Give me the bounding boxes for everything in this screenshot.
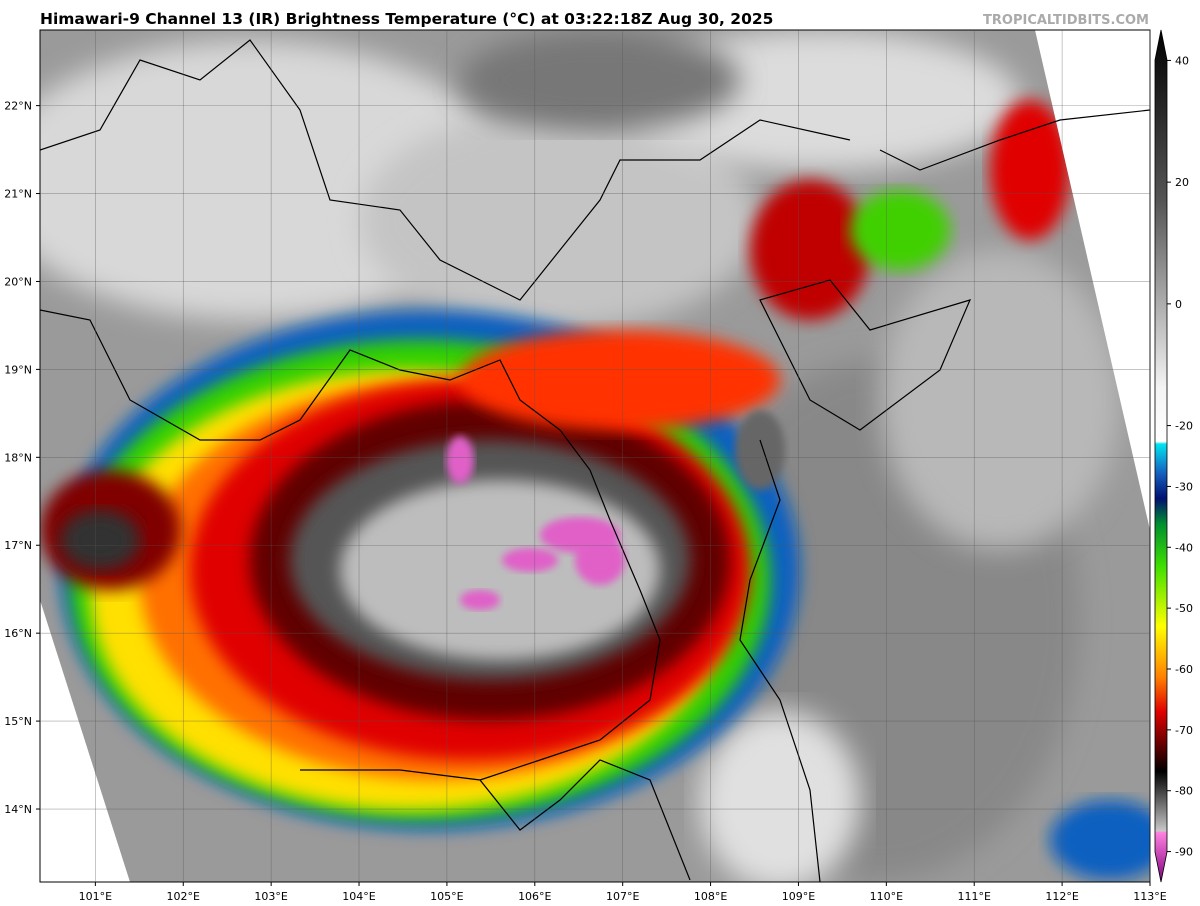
x-tick-label: 110°E xyxy=(870,890,903,903)
colorbar-ticks: 40 20 0 -20 -30 -40 -50 -60 -70 -80 -90 xyxy=(1167,54,1193,859)
colorbar xyxy=(1154,29,1168,883)
x-tick-label: 105°E xyxy=(430,890,463,903)
x-tick-label: 112°E xyxy=(1045,890,1078,903)
y-tick-label: 15°N xyxy=(4,715,32,728)
y-tick-label: 16°N xyxy=(4,627,32,640)
x-tick-label: 111°E xyxy=(958,890,991,903)
y-tick-label: 19°N xyxy=(4,363,32,376)
colorbar-label: -40 xyxy=(1175,541,1193,554)
colorbar-label: -20 xyxy=(1175,420,1193,433)
x-tick-label: 104°E xyxy=(342,890,375,903)
colorbar-label: -30 xyxy=(1175,480,1193,493)
x-tick-label: 101°E xyxy=(79,890,112,903)
colorbar-label: -80 xyxy=(1175,785,1193,798)
colorbar-label: 20 xyxy=(1175,176,1189,189)
colorbar-label: 40 xyxy=(1175,54,1189,67)
x-tick-label: 109°E xyxy=(782,890,815,903)
colorbar-label: 0 xyxy=(1175,298,1182,311)
colorbar-label: -50 xyxy=(1175,602,1193,615)
x-tick-label: 106°E xyxy=(518,890,551,903)
x-tick-label: 103°E xyxy=(254,890,287,903)
colorbar-label: -90 xyxy=(1175,846,1193,859)
y-tick-label: 14°N xyxy=(4,803,32,816)
x-tick-label: 107°E xyxy=(606,890,639,903)
title: Himawari-9 Channel 13 (IR) Brightness Te… xyxy=(40,10,773,28)
colorbar-label: -70 xyxy=(1175,724,1193,737)
x-tick-label: 102°E xyxy=(167,890,200,903)
axis-labels: 101°E 102°E 103°E 104°E 105°E 106°E 107°E 108°E… xyxy=(4,100,1167,903)
x-tick-label: 113°E xyxy=(1133,890,1166,903)
colorbar-label: -60 xyxy=(1175,663,1193,676)
satellite-image xyxy=(40,30,1150,882)
y-tick-label: 21°N xyxy=(4,188,32,201)
y-tick-label: 18°N xyxy=(4,451,32,464)
y-tick-label: 17°N xyxy=(4,539,32,552)
x-tick-label: 108°E xyxy=(694,890,727,903)
y-tick-label: 20°N xyxy=(4,275,32,288)
credit: TROPICALTIDBITS.COM xyxy=(983,13,1149,28)
y-tick-label: 22°N xyxy=(4,100,32,113)
graticule xyxy=(40,30,1151,882)
